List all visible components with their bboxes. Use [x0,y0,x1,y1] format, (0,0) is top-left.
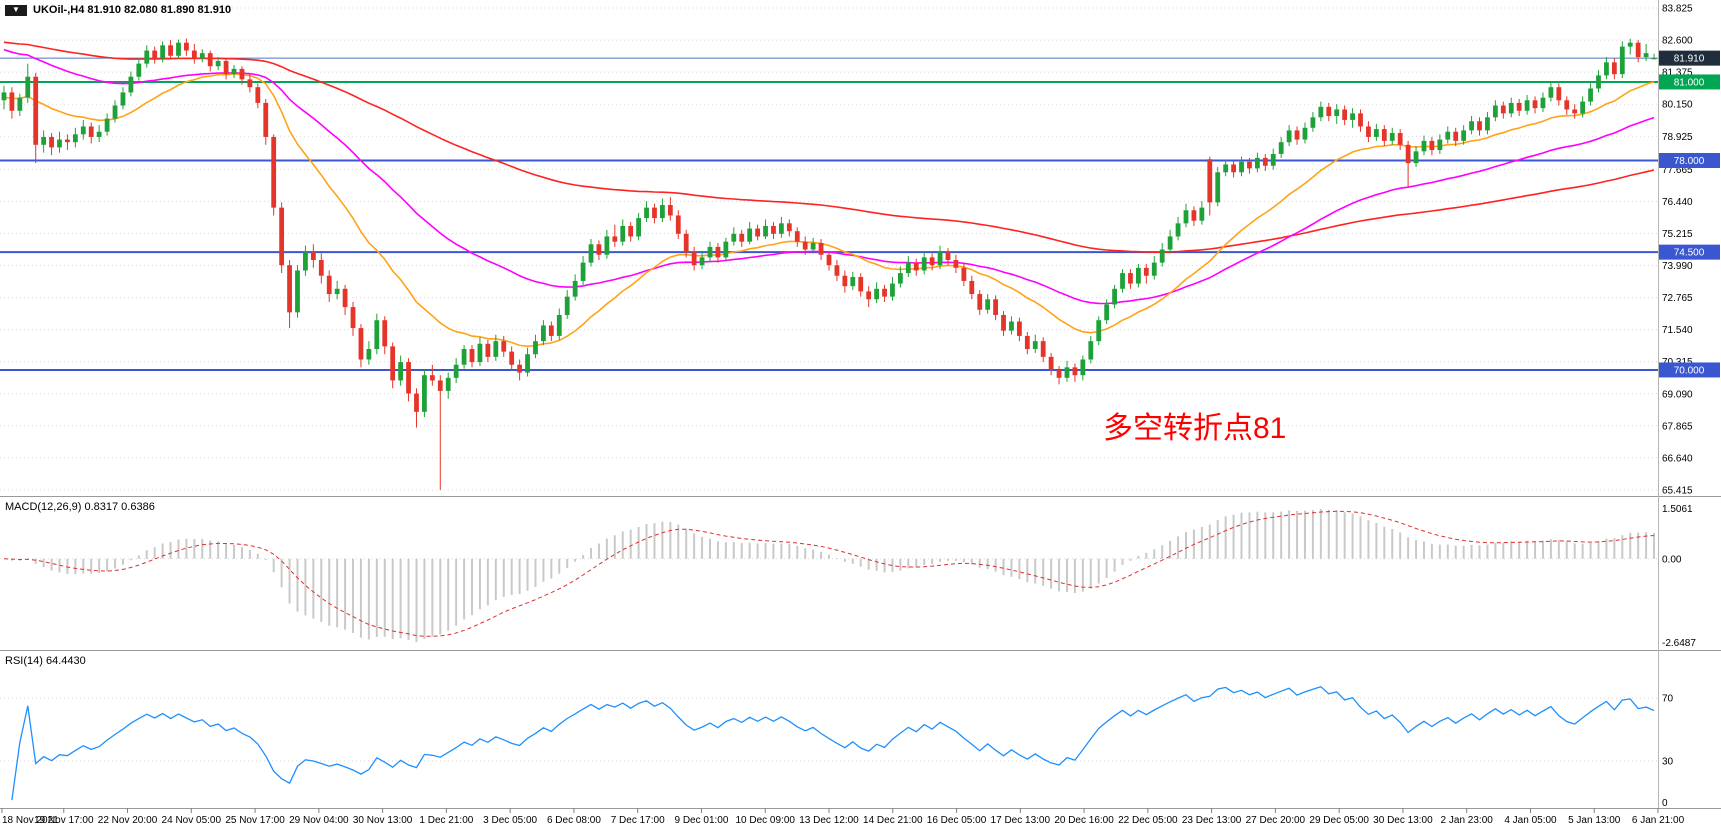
rsi-axis-labels: 70 30 0 [1662,694,1674,809]
svg-text:5 Jan 13:00: 5 Jan 13:00 [1568,815,1621,826]
svg-text:1 Dec 21:00: 1 Dec 21:00 [419,815,473,826]
svg-text:75.215: 75.215 [1662,229,1693,240]
svg-text:78.000: 78.000 [1674,156,1705,167]
svg-text:22 Nov 20:00: 22 Nov 20:00 [98,815,158,826]
svg-text:6 Dec 08:00: 6 Dec 08:00 [547,815,601,826]
svg-text:80.150: 80.150 [1662,100,1693,111]
svg-text:29 Nov 04:00: 29 Nov 04:00 [289,815,349,826]
svg-text:23 Dec 13:00: 23 Dec 13:00 [1182,815,1242,826]
svg-text:70.000: 70.000 [1674,365,1705,376]
svg-text:65.415: 65.415 [1662,486,1693,497]
svg-text:78.925: 78.925 [1662,132,1693,143]
svg-text:69.090: 69.090 [1662,389,1693,400]
rsi-pane [0,697,1658,762]
macd-axis-labels: 1.5061 0.00 -2.6487 [1662,504,1696,649]
svg-text:27 Dec 20:00: 27 Dec 20:00 [1246,815,1306,826]
svg-text:67.865: 67.865 [1662,421,1693,432]
svg-text:13 Dec 12:00: 13 Dec 12:00 [799,815,859,826]
svg-text:83.825: 83.825 [1662,4,1693,15]
svg-text:1.5061: 1.5061 [1662,504,1693,515]
svg-text:16 Dec 05:00: 16 Dec 05:00 [927,815,987,826]
svg-text:17 Dec 13:00: 17 Dec 13:00 [991,815,1051,826]
svg-text:81.375: 81.375 [1662,68,1693,79]
ma-slow-red [3,41,1655,253]
svg-text:-2.6487: -2.6487 [1662,638,1696,649]
svg-text:72.765: 72.765 [1662,293,1693,304]
rsi-indicator-label: RSI(14) 64.4430 [5,655,86,667]
macd-signal-line [3,510,1655,637]
svg-text:2 Jan 23:00: 2 Jan 23:00 [1441,815,1494,826]
svg-text:30: 30 [1662,756,1674,767]
svg-text:6 Jan 21:00: 6 Jan 21:00 [1632,815,1685,826]
current-price-line: 81.910 [0,50,1720,66]
ma-fast-orange [3,73,1655,348]
svg-text:9 Dec 01:00: 9 Dec 01:00 [674,815,728,826]
svg-text:0: 0 [1662,798,1668,809]
svg-text:77.665: 77.665 [1662,165,1693,176]
svg-text:3 Dec 05:00: 3 Dec 05:00 [483,815,537,826]
macd-histogram [10,509,1656,642]
svg-text:76.440: 76.440 [1662,197,1693,208]
svg-text:25 Nov 17:00: 25 Nov 17:00 [225,815,285,826]
svg-text:10 Dec 09:00: 10 Dec 09:00 [735,815,795,826]
macd-indicator-label: MACD(12,26,9) 0.8317 0.6386 [5,501,155,513]
svg-text:74.500: 74.500 [1674,248,1705,259]
svg-text:81.000: 81.000 [1674,77,1705,88]
svg-text:70: 70 [1662,694,1674,705]
title-text: UKOil-,H4 81.910 82.080 81.890 81.910 [33,4,232,16]
triangle-down-icon: ▼ [12,5,20,14]
svg-text:22 Dec 05:00: 22 Dec 05:00 [1118,815,1178,826]
annotation-text[interactable]: 多空转折点81 [1103,412,1287,445]
price-axis-labels: 83.825 82.600 81.375 80.150 78.925 77.665 76.4… [1662,4,1693,497]
svg-text:18 Nov 2021: 18 Nov 2021 [2,815,59,826]
svg-text:81.910: 81.910 [1674,54,1705,65]
svg-text:19 Nov 17:00: 19 Nov 17:00 [34,815,94,826]
chart-title: ▼ UKOil-,H4 81.910 82.080 81.890 81.910 [5,4,231,16]
svg-text:29 Dec 05:00: 29 Dec 05:00 [1309,815,1369,826]
svg-text:73.990: 73.990 [1662,261,1693,272]
svg-text:82.600: 82.600 [1662,36,1693,47]
rsi-line [11,685,1655,801]
pane-separators [0,0,1721,809]
moving-averages [3,41,1655,348]
svg-text:4 Jan 05:00: 4 Jan 05:00 [1504,815,1557,826]
candles-layer [1,38,1657,490]
svg-text:71.540: 71.540 [1662,325,1693,336]
svg-text:20 Dec 16:00: 20 Dec 16:00 [1054,815,1114,826]
svg-text:14 Dec 21:00: 14 Dec 21:00 [863,815,923,826]
svg-text:30 Nov 13:00: 30 Nov 13:00 [353,815,413,826]
svg-text:0.00: 0.00 [1662,554,1682,565]
horizontal-level-lines: 81.000 78.000 74.500 70.000 [0,74,1720,378]
symbol-collapse-button[interactable]: ▼ [5,4,27,16]
price-gridlines [0,7,1658,491]
svg-text:7 Dec 17:00: 7 Dec 17:00 [611,815,665,826]
svg-text:30 Dec 13:00: 30 Dec 13:00 [1373,815,1433,826]
svg-text:66.640: 66.640 [1662,453,1693,464]
svg-text:24 Nov 05:00: 24 Nov 05:00 [162,815,222,826]
